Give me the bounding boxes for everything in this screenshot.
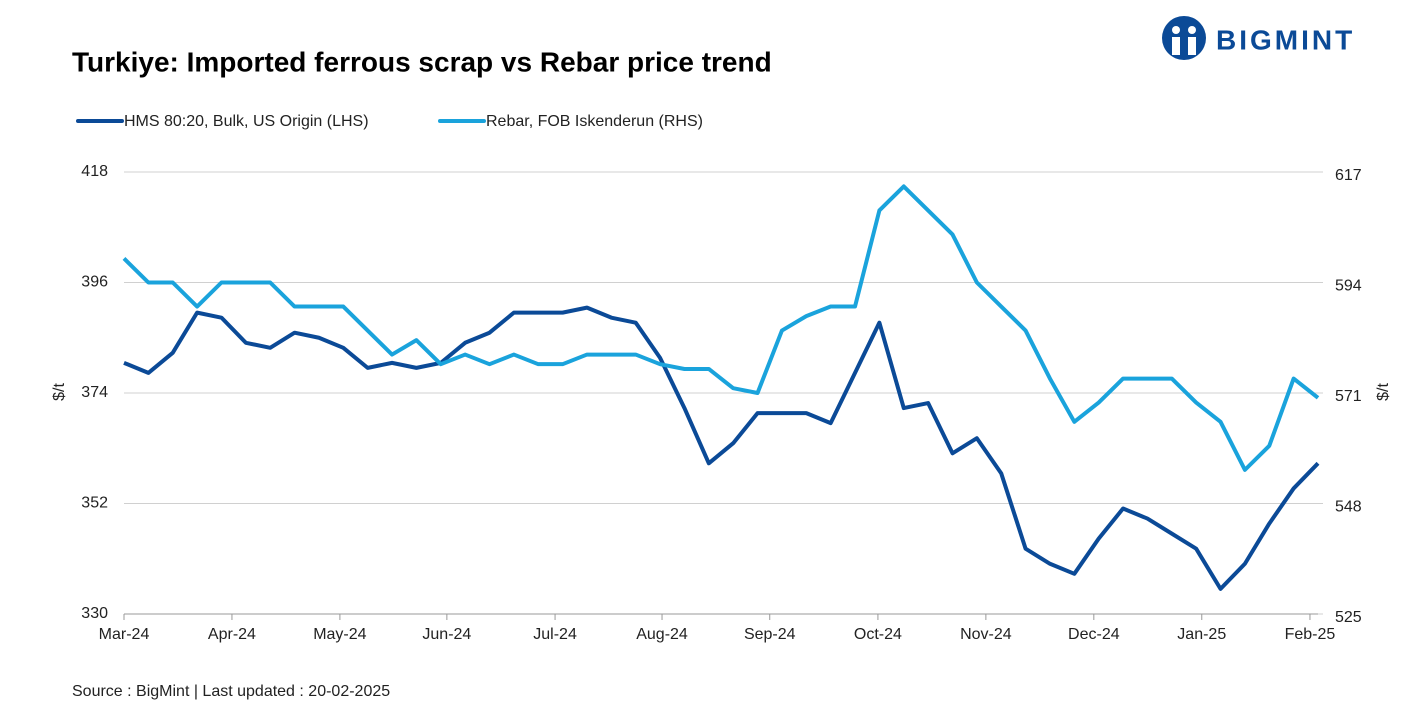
y2-tick-label: 525: [1335, 609, 1362, 626]
x-tick-label: Jul-24: [533, 626, 577, 643]
x-tick-label: Apr-24: [208, 626, 256, 643]
x-tick-label: Nov-24: [960, 626, 1012, 643]
chart-title: Turkiye: Imported ferrous scrap vs Rebar…: [72, 46, 772, 77]
y2-tick-label: 617: [1335, 167, 1362, 184]
logo-text: BIGMINT: [1216, 24, 1355, 55]
source: Source : BigMint | Last updated : 20-02-…: [72, 683, 390, 700]
y2-tick-label: 571: [1335, 388, 1362, 405]
y2-axis-label: $/t: [1375, 383, 1392, 401]
x-tick-label: Jun-24: [422, 626, 471, 643]
y-axis-label: $/t: [51, 383, 68, 401]
y2-tick-label: 548: [1335, 499, 1362, 516]
y-tick-label: 374: [81, 384, 108, 401]
x-tick-label: Dec-24: [1068, 626, 1120, 643]
x-tick-label: Oct-24: [854, 626, 902, 643]
y-tick-label: 418: [81, 163, 108, 180]
logo: BIGMINT: [1162, 16, 1355, 60]
x-tick-label: Sep-24: [744, 626, 796, 643]
y-tick-label: 396: [81, 274, 108, 291]
logo-icon: [1162, 16, 1206, 60]
legend-label: Rebar, FOB Iskenderun (RHS): [486, 113, 703, 130]
y-tick-label: 330: [81, 605, 108, 622]
x-tick-label: Aug-24: [636, 626, 688, 643]
x-tick-label: Jan-25: [1177, 626, 1226, 643]
y2-tick-label: 594: [1335, 278, 1362, 295]
series-line: [122, 184, 1320, 472]
series-line: [123, 305, 1320, 591]
x-tick-label: May-24: [313, 626, 366, 643]
y-tick-label: 352: [81, 495, 108, 512]
legend-label: HMS 80:20, Bulk, US Origin (LHS): [124, 113, 369, 130]
x-tick-label: Mar-24: [99, 626, 150, 643]
x-tick-label: Feb-25: [1285, 626, 1336, 643]
